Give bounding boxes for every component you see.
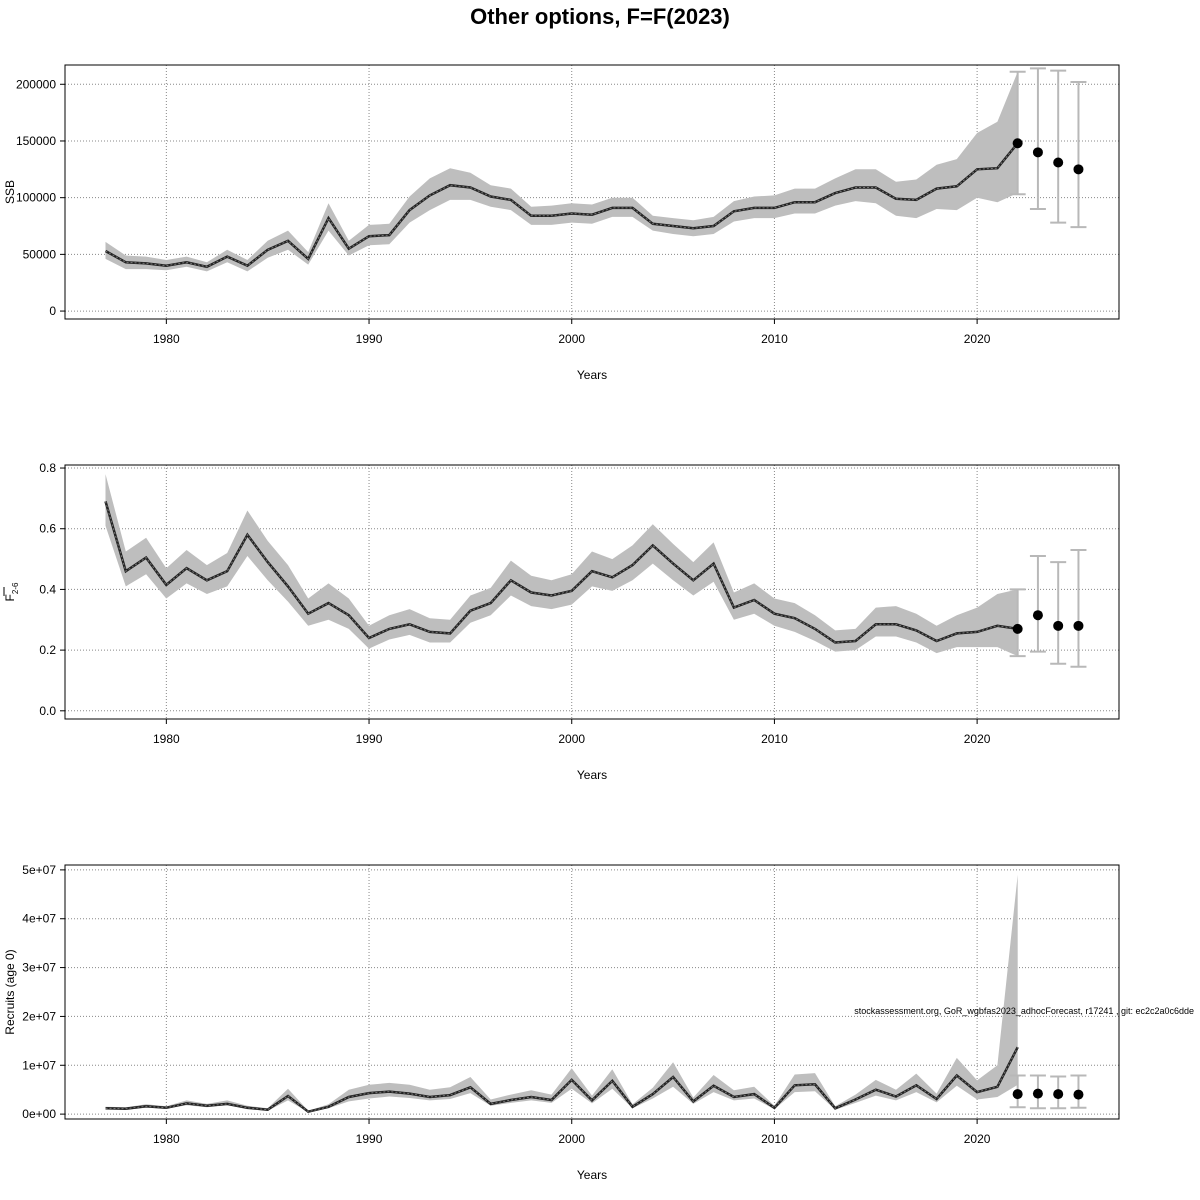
- y-tick-label: 50000: [23, 247, 57, 261]
- estimate-line: [104, 142, 1019, 269]
- x-tick-label: 1990: [356, 1132, 383, 1146]
- forecast-point: [1032, 1088, 1043, 1099]
- y-tick-label: 3e+07: [22, 961, 56, 975]
- y-axis-label-subscript: 2-6: [11, 582, 20, 594]
- x-axis-label: Years: [577, 1168, 607, 1182]
- panel-2: 1980 1990 2000 2010 2020 0.0 0.2 0.4 0.6 0.8 Years…: [3, 461, 1120, 782]
- figure-title: Other options, F=F(2023): [470, 4, 730, 29]
- y-tick-label: 150000: [16, 134, 56, 148]
- x-tick-label: 2000: [558, 1132, 585, 1146]
- y-tick-label: 0.0: [39, 704, 56, 718]
- y-tick-label: 4e+07: [22, 912, 56, 926]
- x-axis-label: Years: [577, 768, 607, 782]
- panel-1: 1980 1990 2000 2010 2020 0 50000 100000 150000 20…: [3, 64, 1120, 382]
- x-tick-label: 2010: [761, 332, 788, 346]
- x-tick-label: 2000: [558, 732, 585, 746]
- forecast-point: [1053, 620, 1064, 631]
- x-tick-label: 2020: [964, 1132, 991, 1146]
- x-tick-label: 2010: [761, 732, 788, 746]
- forecast-point: [1012, 623, 1023, 634]
- x-tick-label: 1990: [356, 332, 383, 346]
- forecast-point: [1073, 164, 1084, 175]
- forecast-point: [1073, 1089, 1084, 1100]
- y-axis-label: SSB: [3, 180, 17, 204]
- y-axis-label: Recruits (age 0): [3, 949, 17, 1034]
- panel-3: 1980 1990 2000 2010 2020 0e+00 1e+07 2e+07 3e+07…: [3, 863, 1120, 1182]
- y-tick-label: 0.4: [39, 582, 56, 596]
- x-tick-label: 2020: [964, 732, 991, 746]
- x-tick-label: 1990: [356, 732, 383, 746]
- footnote: stockassessment.org, GoR_wgbfas2023_adho…: [854, 1006, 1194, 1016]
- forecast-point: [1073, 620, 1084, 631]
- forecast-point: [1032, 147, 1043, 158]
- x-tick-label: 1980: [153, 332, 180, 346]
- x-axis-label: Years: [577, 368, 607, 382]
- confidence-band: [105, 474, 1018, 657]
- estimate-line-dots: [105, 1046, 1019, 1113]
- forecast-point: [1053, 157, 1064, 168]
- confidence-band: [105, 71, 1018, 272]
- y-tick-label: 0.8: [39, 461, 56, 475]
- y-tick-label: 5e+07: [22, 863, 56, 877]
- x-tick-label: 2010: [761, 1132, 788, 1146]
- y-tick-label: 1e+07: [22, 1058, 56, 1072]
- x-tick-label: 1980: [153, 1132, 180, 1146]
- y-tick-label: 0.2: [39, 643, 56, 657]
- plot-frame: [64, 864, 1120, 1120]
- forecast-point: [1053, 1089, 1064, 1100]
- panels: 1980 1990 2000 2010 2020 0 50000 100000 150000 20…: [3, 64, 1120, 1182]
- estimate-line-dots: [105, 501, 1018, 644]
- confidence-band: [105, 874, 1018, 1113]
- forecast-point: [1012, 138, 1023, 149]
- forecast-point: [1012, 1089, 1023, 1100]
- y-tick-label: 2e+07: [22, 1009, 56, 1023]
- y-tick-label: 100000: [16, 191, 56, 205]
- x-tick-label: 1980: [153, 732, 180, 746]
- x-tick-label: 2020: [964, 332, 991, 346]
- y-tick-label: 200000: [16, 77, 56, 91]
- plot-frame: [64, 464, 1120, 720]
- forecast-point: [1032, 610, 1043, 621]
- y-tick-label: 0.6: [39, 522, 56, 536]
- plot-frame: [64, 64, 1120, 320]
- y-tick-label: 0: [49, 304, 56, 318]
- y-tick-label: 0e+00: [22, 1107, 56, 1121]
- x-tick-label: 2000: [558, 332, 585, 346]
